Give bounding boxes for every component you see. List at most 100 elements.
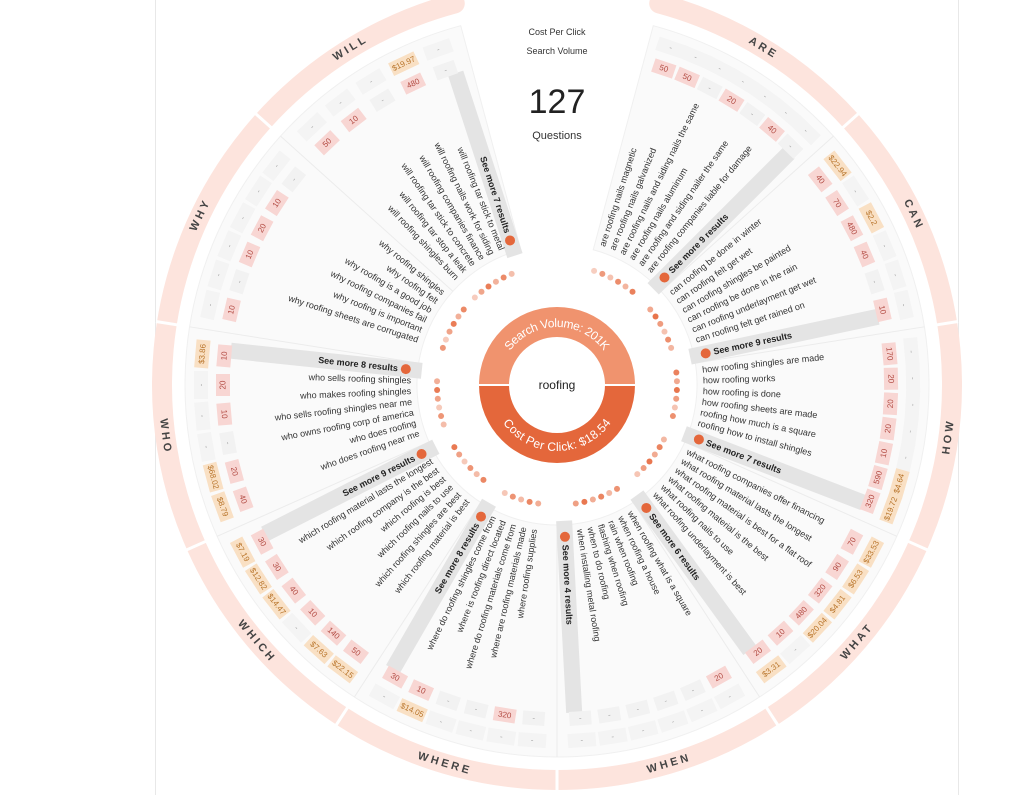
question-dot [668,344,675,351]
question-dot [673,387,680,394]
cpc-value: - [717,64,724,73]
question-dot [440,421,447,428]
question-dot [673,395,680,402]
volume-box [777,133,804,159]
cpc-box [770,98,802,127]
volume-box [868,464,888,490]
volume-value: 20 [886,398,896,408]
volume-box [314,130,340,156]
cpc-box [686,698,718,723]
volume-box [216,344,233,368]
volume-half [479,307,635,385]
cpc-value: - [668,43,674,52]
cost-label[interactable]: Cost Per Click [528,27,586,37]
cpc-box [197,431,216,462]
question-dot [647,306,654,313]
question-dot [535,500,542,507]
volume-value: - [379,96,386,105]
volume-box [400,72,427,95]
cpc-box [893,289,914,321]
volume-value: - [289,175,298,183]
question-dot [651,451,658,458]
volume-box [674,66,700,89]
question-dot [591,267,598,274]
cpc-box [425,710,457,733]
group-divider [189,326,419,364]
volume-box [739,101,766,127]
cpc-value: - [468,726,473,735]
cpc-box [680,45,712,70]
question[interactable]: how roofing is done [703,386,781,399]
question-dot [471,294,478,301]
volume-box [864,269,885,295]
cpc-value: - [198,414,207,418]
volume-box [853,241,876,268]
question-dot [614,485,620,492]
volume-box [788,599,814,626]
see-more-band [647,147,795,295]
cpc-value: - [438,717,444,726]
question-dot [673,378,680,385]
volume-box [840,528,864,555]
cpc-value: - [891,272,900,278]
question-dot [456,451,463,458]
volume-value: 40 [859,249,871,261]
cpc-value: - [802,126,810,135]
cpc-value: - [761,92,769,101]
cpc-box [657,710,689,733]
question-dot [460,306,467,313]
question-dot [656,444,663,451]
question-dot [461,458,468,465]
cpc-box [790,115,821,146]
volume-box [807,166,833,193]
volume-value: - [579,714,583,723]
volume-box [759,116,785,142]
cpc-value: - [336,98,344,107]
question-dot [629,288,636,295]
see-more-band [556,520,583,713]
volume-value: 10 [226,304,237,315]
see-more[interactable]: See more 4 results [560,545,574,625]
question-dot [671,404,678,411]
cpc-box [229,536,256,568]
question-dot [640,465,647,472]
ring-divider [185,539,207,552]
cpc-half [479,385,635,463]
cpc-box [207,259,230,291]
see-more-band [688,308,880,365]
see-more-icon [505,235,516,246]
cpc-box [780,634,811,665]
volume-box [219,430,237,456]
question-dot [606,490,613,497]
volume-box [232,486,254,512]
cpc-box [872,230,897,262]
question-dot [467,465,474,472]
question-dot [581,498,588,505]
question-dot [439,344,446,351]
question-dot [665,336,672,343]
question[interactable]: who sells roofing shingles [307,372,411,385]
cpc-box [455,720,487,741]
volume-box [874,441,894,466]
question[interactable]: how roofing works [703,373,776,385]
see-more-icon [476,511,486,522]
volume-box [463,699,489,719]
see-more-icon [693,434,704,445]
see-more-icon [559,531,570,542]
cpc-box [200,289,221,321]
cpc-value: - [238,214,247,221]
cpc-box [355,68,387,95]
question-dot [485,283,492,290]
question-count: 127 [529,83,586,121]
question[interactable]: who makes roofing shingles [299,386,412,401]
volume-value: - [706,83,713,92]
cpc-value: - [905,429,914,433]
cpc-box [842,175,870,207]
see-more-band [448,70,523,259]
cpc-value: - [611,732,615,741]
question-dot [599,270,606,277]
cpc-box [217,230,242,262]
question-dot [434,395,441,402]
volume-label[interactable]: Search Volume [526,46,587,56]
